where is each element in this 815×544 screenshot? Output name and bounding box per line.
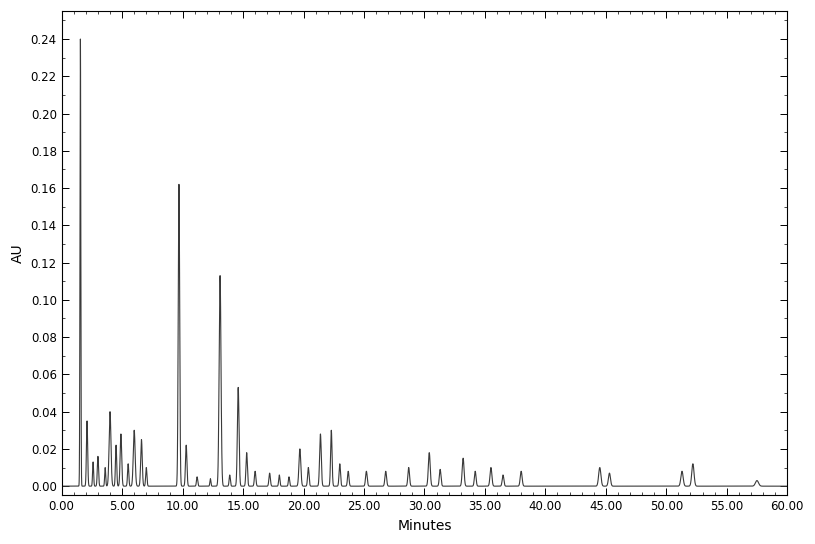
X-axis label: Minutes: Minutes — [397, 519, 452, 533]
Y-axis label: AU: AU — [11, 244, 25, 263]
